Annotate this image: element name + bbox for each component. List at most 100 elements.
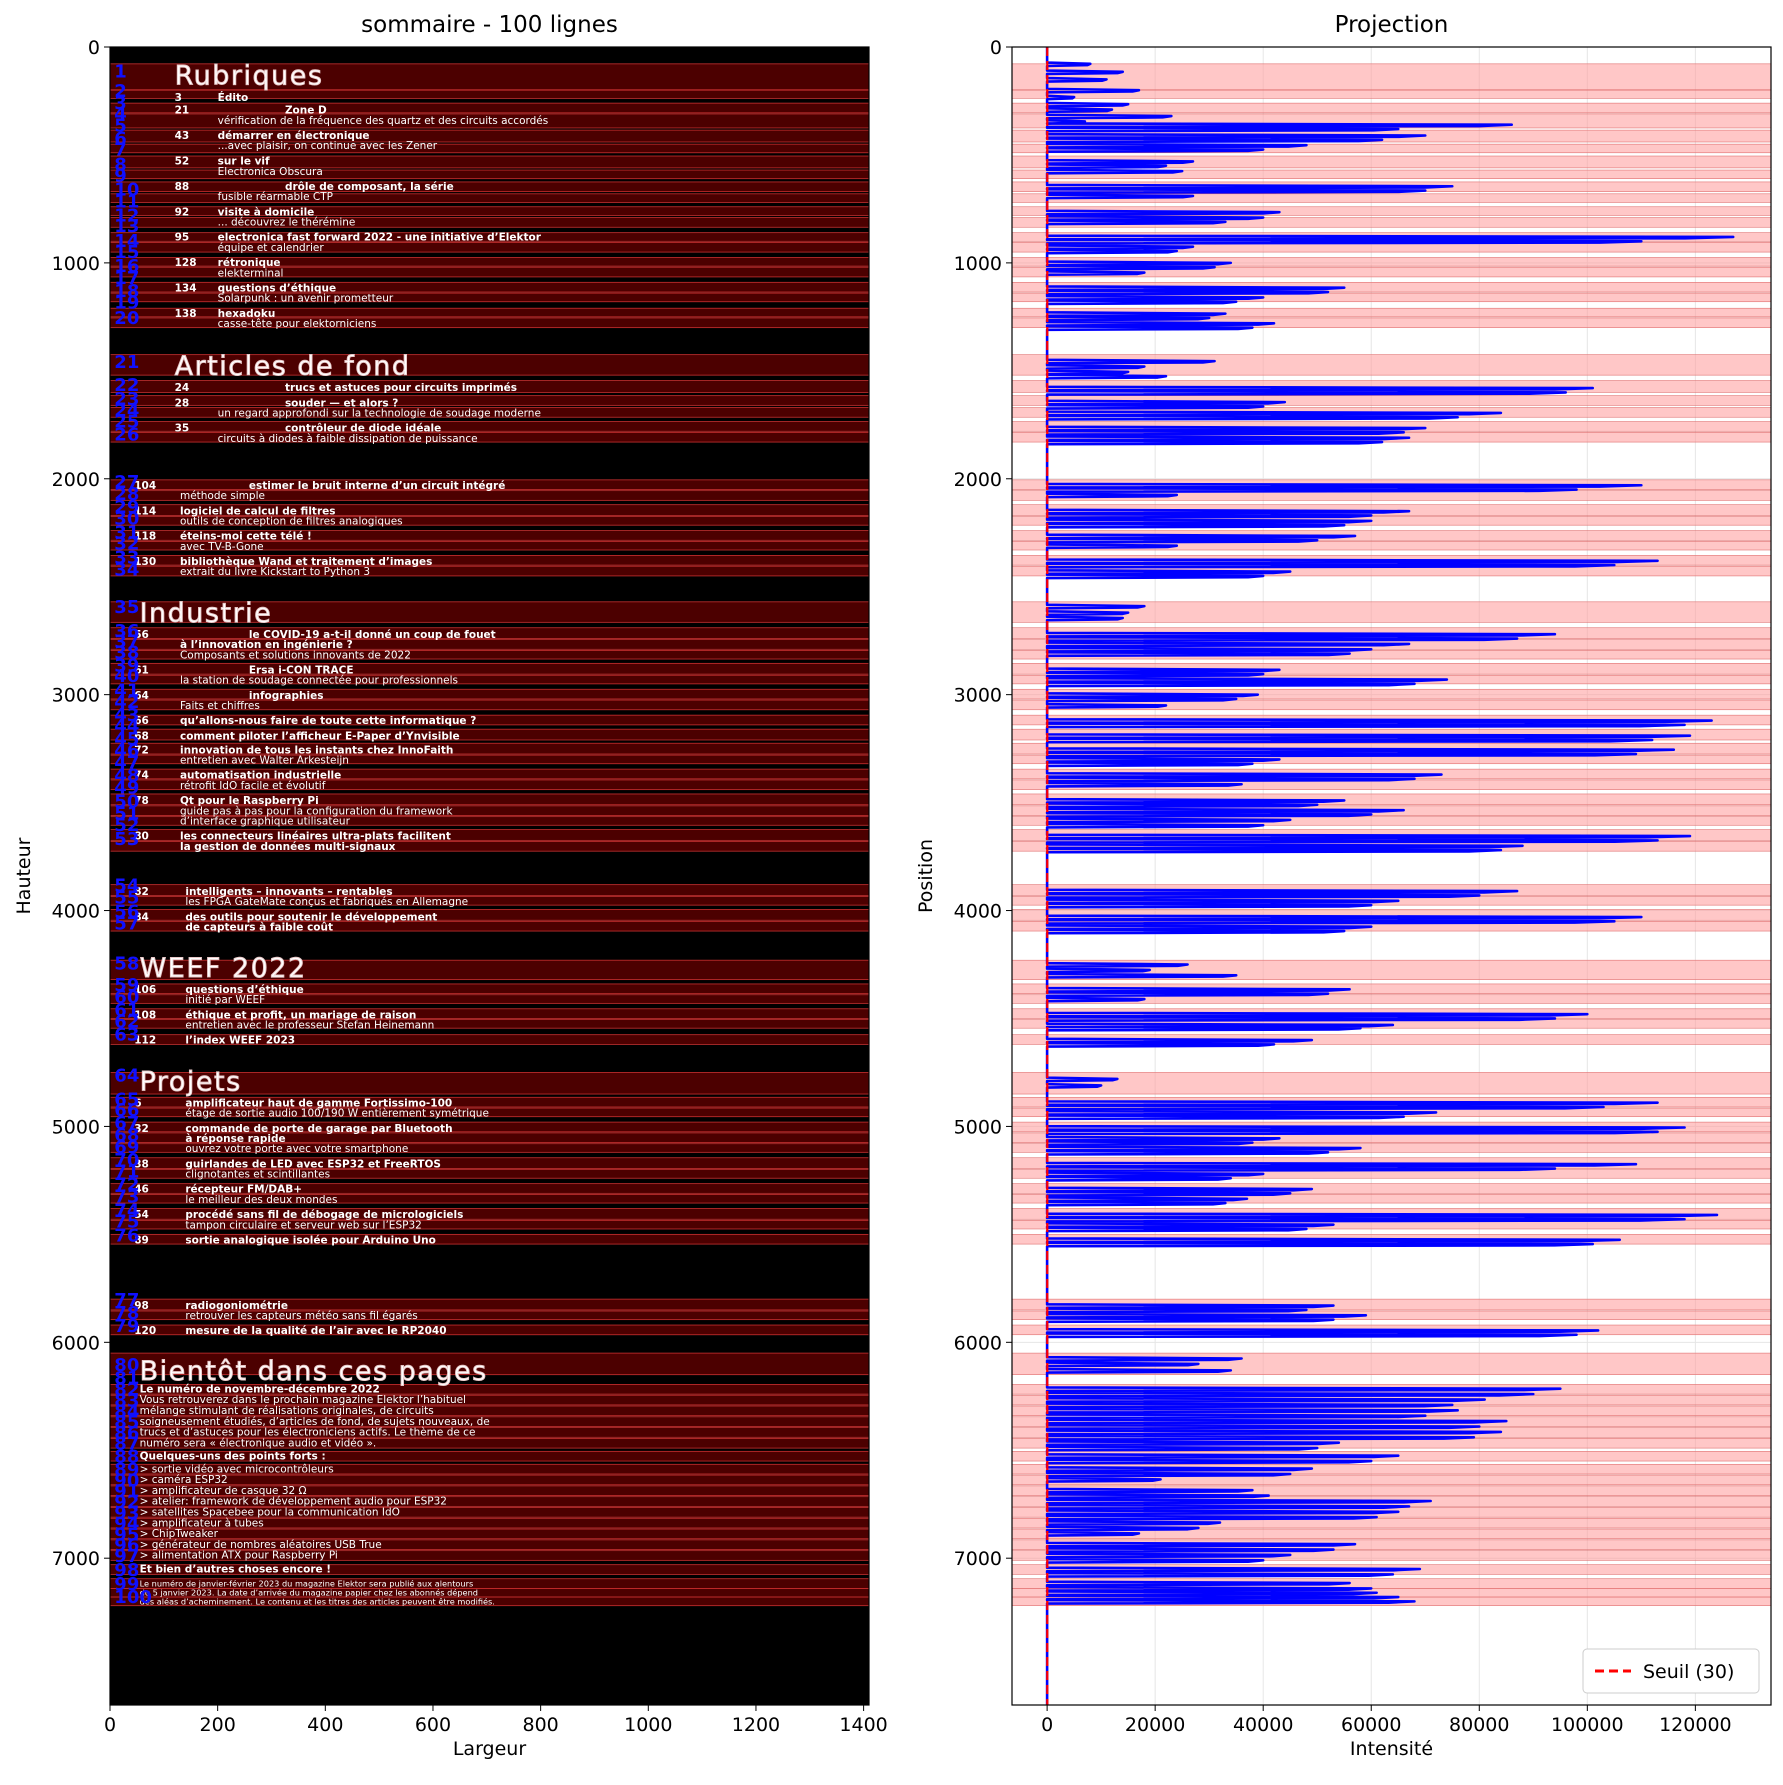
- line-index-label: 22: [114, 375, 139, 396]
- line-index-label: 96: [114, 1535, 139, 1556]
- line-index-label: 68: [114, 1125, 139, 1146]
- text-line-band: [109, 63, 870, 91]
- document-text-line: > sortie vidéo avec microcontrôleurs: [140, 1463, 334, 1475]
- document-text-line: questions d’éthique: [185, 984, 303, 996]
- line-index-label: 76: [114, 1225, 139, 1246]
- line-index-label: 10: [114, 179, 139, 200]
- line-index-label: 41: [114, 680, 139, 701]
- y-tick-label: 4000: [954, 901, 1002, 923]
- document-text-line: 112: [134, 1035, 156, 1047]
- line-index-label: 87: [114, 1434, 139, 1455]
- document-text-line: 130: [134, 556, 156, 568]
- document-text-line: Rubriques: [175, 61, 324, 92]
- line-index-label: 35: [114, 597, 139, 618]
- document-text-line: amplificateur haut de gamme Fortissimo-1…: [185, 1097, 452, 1109]
- y-tick-label: 6000: [52, 1332, 100, 1354]
- line-index-label: 45: [114, 729, 139, 750]
- line-index-label: 18: [114, 281, 139, 302]
- document-text-line: entretien avec le professeur Stefan Hein…: [185, 1020, 434, 1032]
- line-index-label: 14: [114, 231, 139, 252]
- document-text-line: Vous retrouverez dans le prochain magazi…: [140, 1394, 466, 1406]
- line-index-label: 52: [114, 815, 139, 836]
- line-index-label: 95: [114, 1524, 139, 1545]
- line-index-label: 82: [114, 1380, 139, 1401]
- y-tick-label: 2000: [52, 469, 100, 491]
- document-text-line: mélange stimulant de réalisations origin…: [140, 1405, 434, 1417]
- document-text-line: fusible réarmable CTP: [218, 191, 333, 203]
- line-index-label: 59: [114, 975, 139, 996]
- document-text-line: de capteurs à faible coût: [185, 921, 333, 933]
- document-text-line: ...avec plaisir, on continue avec les Ze…: [218, 140, 438, 152]
- x-tick-label: 60000: [1341, 1714, 1401, 1736]
- document-text-line: la gestion de données multi-signaux: [180, 841, 396, 853]
- line-index-label: 93: [114, 1503, 139, 1524]
- x-tick-label: 800: [523, 1714, 559, 1736]
- line-index-label: 60: [114, 987, 139, 1008]
- line-index-label: 91: [114, 1481, 139, 1502]
- document-text-line: les connecteurs linéaires ultra-plats fa…: [180, 831, 451, 843]
- document-text-line: 74: [134, 770, 149, 782]
- document-text-line: 134: [175, 282, 197, 294]
- x-tick-label: 40000: [1233, 1714, 1293, 1736]
- document-text-line: casse-tête pour elektorniciens: [218, 318, 377, 330]
- line-index-label: 15: [114, 242, 139, 263]
- document-text-line: procédé sans fil de débogage de microlog…: [185, 1209, 463, 1221]
- document-text-line: équipe et calendrier: [218, 242, 325, 254]
- document-text-line: méthode simple: [180, 490, 265, 502]
- document-text-line: commande de porte de garage par Bluetoot…: [185, 1123, 452, 1135]
- document-text-line: 52: [175, 156, 190, 168]
- document-text-line: rétronique: [218, 257, 281, 269]
- document-text-line: Electronica Obscura: [218, 166, 323, 178]
- line-index-label: 94: [114, 1514, 139, 1535]
- projection-series: [1045, 47, 1735, 1705]
- document-text-line: visite à domicile: [218, 206, 315, 218]
- document-text-line: guirlandes de LED avec ESP32 et FreeRTOS: [185, 1158, 441, 1170]
- document-text-line: logiciel de calcul de filtres: [180, 505, 336, 517]
- document-text-line: le COVID-19 a-t-il donné un coup de foue…: [249, 629, 496, 641]
- line-index-label: 64: [114, 1066, 139, 1087]
- line-index-label: 54: [114, 876, 139, 897]
- document-text-line: qu’allons-nous faire de toute cette info…: [180, 715, 476, 727]
- text-line-band: [109, 102, 870, 114]
- line-index-label: 72: [114, 1175, 139, 1196]
- x-tick-label: 1000: [624, 1714, 672, 1736]
- line-index-label: 47: [114, 753, 139, 774]
- document-text-line: récepteur FM/DAB+: [185, 1184, 302, 1196]
- line-index-label: 66: [114, 1100, 139, 1121]
- document-text-line: > ChipTweaker: [140, 1528, 219, 1540]
- document-text-line: 88: [175, 181, 190, 193]
- document-text-line: questions d’éthique: [218, 282, 336, 294]
- document-text-line: des outils pour soutenir le développemen…: [185, 911, 437, 923]
- document-text-line: Le numéro de janvier-février 2023 du mag…: [140, 1579, 474, 1589]
- y-tick-label: 3000: [52, 685, 100, 707]
- line-index-label: 73: [114, 1187, 139, 1208]
- line-index-label: 44: [114, 716, 139, 737]
- document-text-line: 138: [175, 308, 197, 320]
- document-text-line: entretien avec Walter Arkesteijn: [180, 755, 349, 767]
- line-index-label: 100: [114, 1587, 152, 1608]
- document-text-line: Articles de fond: [175, 351, 411, 382]
- line-index-label: 46: [114, 741, 139, 762]
- left-panel-title: sommaire - 100 lignes: [361, 12, 618, 38]
- document-text-line: 89: [134, 1234, 149, 1246]
- document-text-line: estimer le bruit interne d’un circuit in…: [249, 480, 505, 492]
- document-text-line: la station de soudage connectée pour pro…: [180, 675, 458, 687]
- line-index-label: 99: [114, 1574, 139, 1595]
- document-text-line: Édito: [218, 91, 249, 104]
- document-text-line: tampon circulaire et serveur web sur l’E…: [185, 1219, 421, 1231]
- document-text-line: à réponse rapide: [185, 1133, 285, 1145]
- document-text-line: trucs et d’astuces pour les électronicie…: [140, 1427, 476, 1439]
- line-index-label: 9: [114, 165, 127, 186]
- line-index-label: 12: [114, 205, 139, 226]
- line-index-label: 48: [114, 766, 139, 787]
- line-index-label: 67: [114, 1113, 139, 1134]
- document-text-line: infographies: [249, 690, 324, 702]
- line-index-label: 83: [114, 1391, 139, 1412]
- text-line-band: [109, 688, 870, 700]
- y-tick-label: 4000: [52, 901, 100, 923]
- document-text-line: 92: [175, 206, 190, 218]
- line-index-label: 51: [114, 803, 139, 824]
- line-index-label: 85: [114, 1412, 139, 1433]
- line-index-label: 30: [114, 509, 139, 530]
